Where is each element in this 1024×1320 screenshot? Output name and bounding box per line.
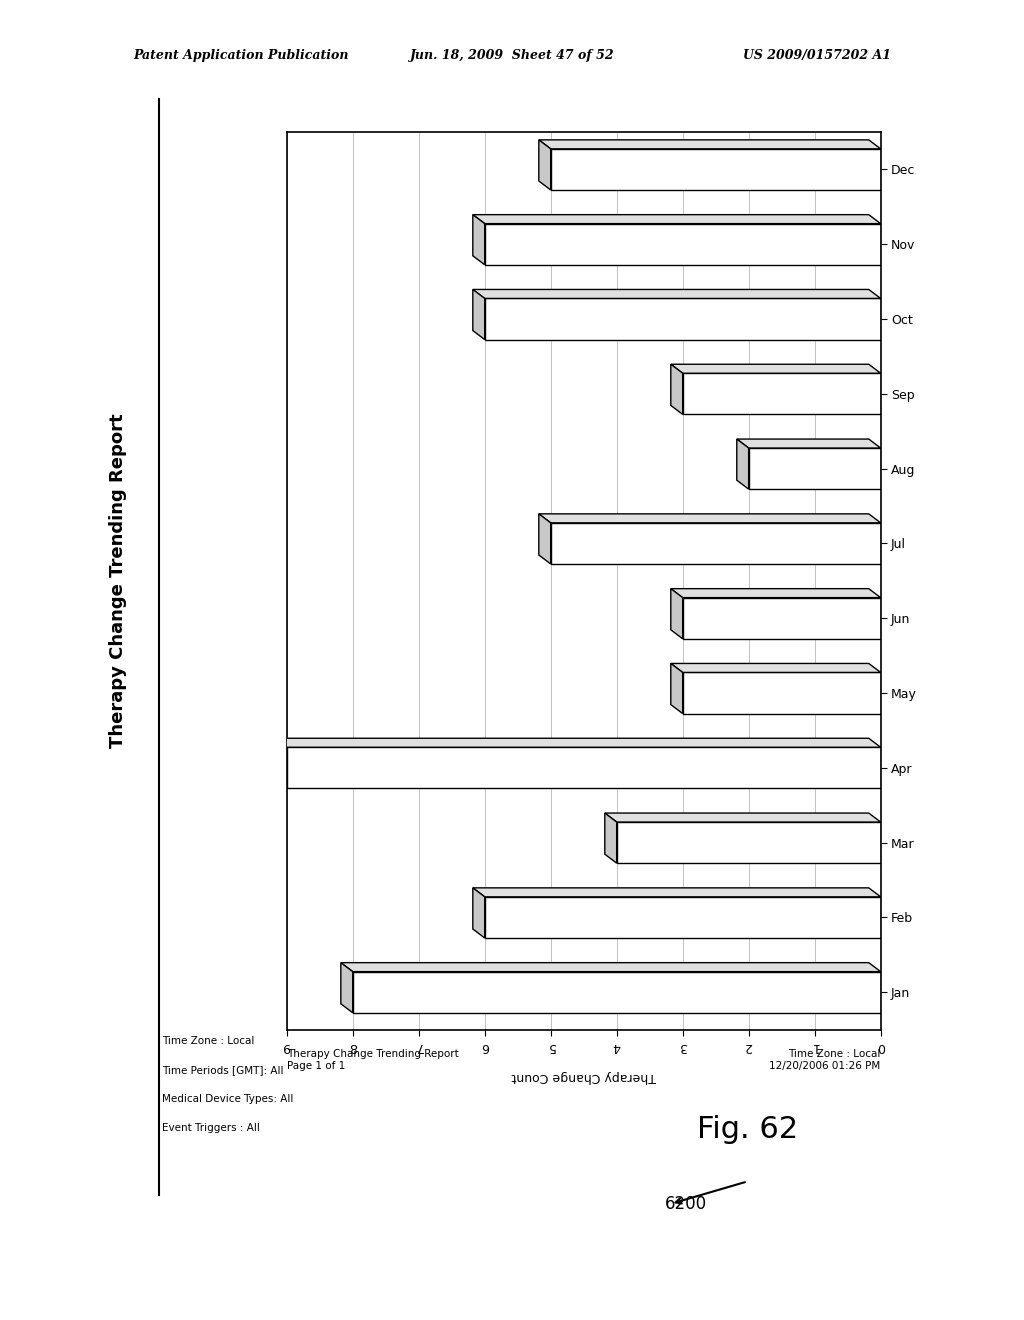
Polygon shape <box>539 140 881 149</box>
Bar <box>484 896 881 939</box>
Polygon shape <box>473 215 881 223</box>
Polygon shape <box>341 962 881 972</box>
Polygon shape <box>473 888 484 939</box>
Text: Time Periods [GMT]: All: Time Periods [GMT]: All <box>162 1065 284 1076</box>
Text: Medical Device Types: All: Medical Device Types: All <box>162 1094 293 1105</box>
Polygon shape <box>671 589 881 598</box>
Polygon shape <box>341 962 352 1012</box>
Polygon shape <box>671 664 683 714</box>
Bar <box>484 223 881 265</box>
Polygon shape <box>671 589 683 639</box>
Text: Jun. 18, 2009  Sheet 47 of 52: Jun. 18, 2009 Sheet 47 of 52 <box>410 49 614 62</box>
Text: Fig. 62: Fig. 62 <box>697 1115 798 1144</box>
Text: Therapy Change Trending Report: Therapy Change Trending Report <box>109 413 127 748</box>
Polygon shape <box>671 364 881 374</box>
Polygon shape <box>671 664 881 672</box>
X-axis label: Therapy Change Count: Therapy Change Count <box>511 1069 656 1082</box>
Text: Patent Application Publication: Patent Application Publication <box>133 49 348 62</box>
Text: Time Zone : Local
12/20/2006 01:26 PM: Time Zone : Local 12/20/2006 01:26 PM <box>769 1049 881 1071</box>
Text: Time Zone : Local: Time Zone : Local <box>162 1036 254 1047</box>
Polygon shape <box>539 513 881 523</box>
Text: US 2009/0157202 A1: US 2009/0157202 A1 <box>742 49 891 62</box>
Polygon shape <box>737 440 749 490</box>
Bar <box>551 523 881 564</box>
Polygon shape <box>605 813 881 822</box>
Polygon shape <box>274 738 287 788</box>
Polygon shape <box>539 513 551 564</box>
Text: 6200: 6200 <box>665 1195 708 1213</box>
Polygon shape <box>539 140 551 190</box>
Polygon shape <box>473 215 484 265</box>
Polygon shape <box>274 738 881 747</box>
Polygon shape <box>605 813 616 863</box>
Polygon shape <box>671 364 683 414</box>
Bar <box>484 298 881 339</box>
Bar <box>551 149 881 190</box>
Polygon shape <box>737 440 881 447</box>
Polygon shape <box>473 289 881 298</box>
Bar <box>352 972 881 1012</box>
Bar <box>683 374 881 414</box>
Bar <box>683 672 881 714</box>
Polygon shape <box>473 888 881 896</box>
Text: Event Triggers : All: Event Triggers : All <box>162 1123 260 1134</box>
Bar <box>287 747 881 788</box>
Bar <box>683 598 881 639</box>
Text: Therapy Change Trending Report
Page 1 of 1: Therapy Change Trending Report Page 1 of… <box>287 1049 459 1071</box>
Bar <box>749 447 881 490</box>
Polygon shape <box>473 289 484 339</box>
Bar <box>616 822 881 863</box>
